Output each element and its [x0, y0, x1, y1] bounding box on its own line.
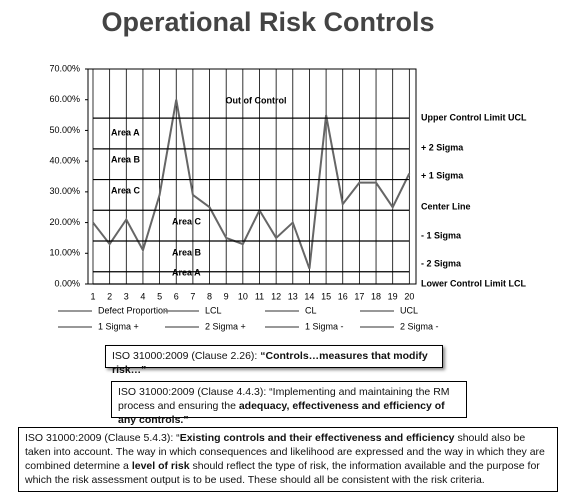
x-tick-label: 19 [388, 291, 398, 301]
legend-label: 1 Sigma - [305, 321, 344, 331]
y-tick-label: 0.00% [54, 278, 80, 288]
note-text: should reflect the type of risk, the inf… [25, 460, 540, 486]
x-tick-label: 11 [255, 291, 264, 301]
note-text: adequacy, effectiveness and efficiency o… [118, 400, 445, 426]
x-tick-label: 12 [271, 291, 281, 301]
y-tick-label: 20.00% [49, 217, 80, 227]
legend-label: LCL [205, 305, 222, 315]
legend-label: Defect Proportion [98, 305, 168, 315]
annotation: Area C [172, 216, 202, 226]
annotation: Area B [111, 154, 141, 164]
x-tick-label: 14 [304, 291, 314, 301]
x-tick-label: 18 [371, 291, 381, 301]
y-tick-label: 30.00% [49, 186, 80, 196]
note-box: ISO 31000:2009 (Clause 4.4.3): “Implemen… [111, 381, 467, 426]
annotation: + 1 Sigma [421, 170, 464, 180]
note-text: Existing controls and their effectivenes… [179, 432, 455, 444]
legend-label: 2 Sigma - [400, 321, 439, 331]
note-text: ISO 31000:2009 (Clause 5.4.3): “ [25, 432, 180, 444]
legend-label: 2 Sigma + [205, 321, 246, 331]
note-box: ISO 31000:2009 (Clause 2.26): “Controls…… [105, 345, 443, 376]
x-tick-label: 7 [190, 291, 195, 301]
note-text: “Controls…measures that modify risk…” [112, 350, 428, 376]
note-text: level of risk [131, 460, 190, 472]
annotation: Lower Control Limit LCL [421, 278, 526, 288]
x-tick-label: 4 [140, 291, 145, 301]
annotation: Area A [172, 267, 201, 277]
x-tick-label: 15 [321, 291, 331, 301]
y-tick-label: 10.00% [49, 248, 80, 258]
series-line [92, 99, 411, 269]
x-tick-label: 2 [107, 291, 112, 301]
chart: Operational Risk Controls Out of Control… [49, 7, 527, 331]
note-text: ISO 31000:2009 (Clause 2.26): [112, 350, 261, 362]
y-tick-label: 40.00% [49, 156, 80, 166]
legend-label: UCL [400, 305, 418, 315]
annotation: Area C [111, 185, 141, 195]
note-text: should also be taken into account. The w… [25, 432, 545, 472]
chart-title: Operational Risk Controls [101, 7, 434, 37]
annotation: + 2 Sigma [421, 142, 464, 152]
note-text: ISO 31000:2009 (Clause 4.4.3): “Implemen… [118, 386, 450, 412]
legend-label: 1 Sigma + [98, 321, 139, 331]
x-tick-label: 20 [404, 291, 414, 301]
x-tick-label: 13 [288, 291, 298, 301]
x-tick-label: 5 [157, 291, 162, 301]
y-tick-label: 60.00% [49, 94, 80, 104]
y-tick-label: 50.00% [49, 125, 80, 135]
annotation: Area B [172, 247, 202, 257]
annotation: Out of Control [226, 95, 287, 105]
x-tick-label: 1 [90, 291, 95, 301]
annotation: - 2 Sigma [421, 258, 462, 268]
note-box: ISO 31000:2009 (Clause 5.4.3): “Existing… [18, 427, 558, 492]
annotation: Center Line [421, 201, 471, 211]
x-tick-label: 16 [338, 291, 348, 301]
x-tick-label: 3 [124, 291, 129, 301]
legend-label: CL [305, 305, 317, 315]
x-tick-label: 9 [224, 291, 229, 301]
annotation: Upper Control Limit UCL [421, 112, 527, 122]
x-tick-label: 6 [174, 291, 179, 301]
annotation: - 1 Sigma [421, 230, 462, 240]
x-tick-label: 17 [354, 291, 364, 301]
x-tick-label: 10 [238, 291, 248, 301]
x-tick-label: 8 [207, 291, 212, 301]
y-tick-label: 70.00% [49, 63, 80, 73]
annotation: Area A [111, 127, 140, 137]
